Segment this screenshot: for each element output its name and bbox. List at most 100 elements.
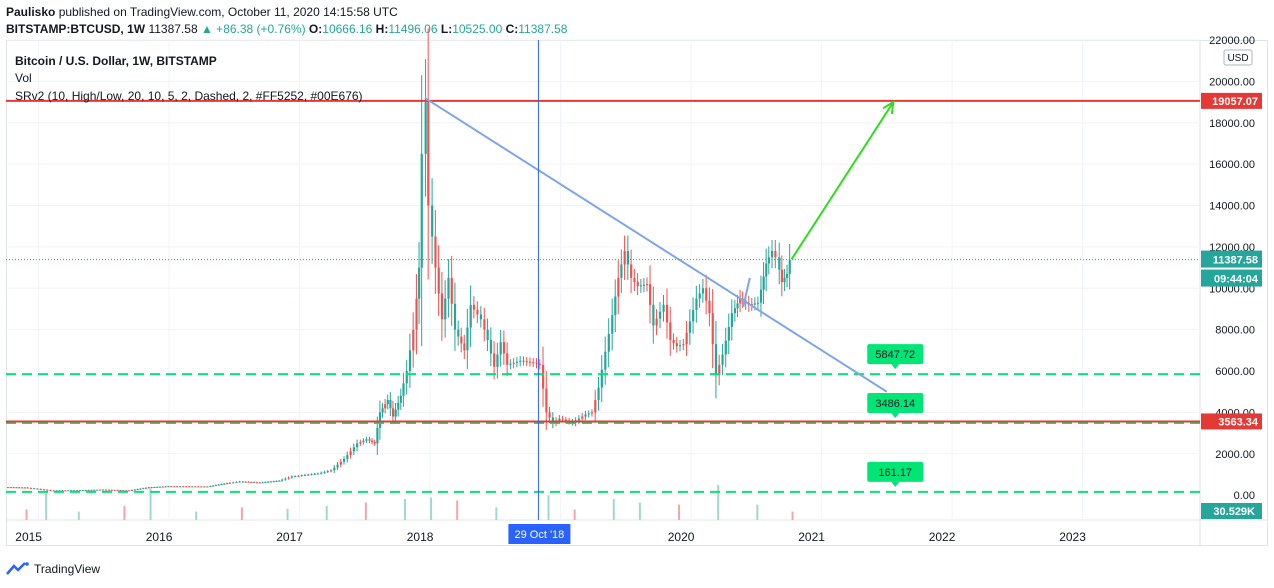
- indicator-legend[interactable]: SRv2 (10, High/Low, 20, 10, 5, 2, Dashed…: [15, 89, 363, 103]
- candle-body: [147, 487, 150, 489]
- volume-bar: [430, 497, 433, 520]
- candle-body: [316, 473, 320, 475]
- y-tick-label: 0.00: [1234, 490, 1255, 502]
- support-level-label: 3486.14: [875, 398, 915, 410]
- candle-body: [139, 488, 142, 490]
- candle-body: [506, 353, 509, 365]
- candle-body: [519, 360, 522, 362]
- candle-body: [466, 327, 469, 351]
- candle-body: [20, 487, 24, 489]
- low-label: L:: [440, 22, 453, 36]
- candle-body: [349, 451, 352, 456]
- volume-bar: [756, 504, 759, 520]
- candle-body: [244, 481, 247, 483]
- candle-body: [397, 402, 400, 410]
- author-name[interactable]: Paulisko: [6, 5, 56, 19]
- candle-body: [87, 489, 90, 491]
- candle-body: [538, 363, 541, 365]
- y-tick-label: 6000.00: [1215, 366, 1255, 378]
- support-level-label-pointer: [891, 413, 900, 419]
- candle-body: [675, 343, 678, 347]
- candle-body: [46, 489, 49, 491]
- candle-body: [84, 490, 87, 491]
- volume-bar: [195, 511, 198, 520]
- candle-body: [29, 487, 33, 489]
- candle-body: [93, 489, 96, 491]
- candle-body: [179, 486, 182, 488]
- publish-info: Paulisko published on TradingView.com, O…: [6, 5, 398, 19]
- candle-body: [261, 482, 264, 484]
- x-tick-label: 2017: [276, 530, 303, 544]
- candle-body: [444, 298, 447, 320]
- candle-body: [67, 490, 70, 492]
- candle-body: [460, 336, 463, 344]
- symbol-label: BITSTAMP:BTCUSD, 1W: [6, 22, 146, 36]
- candle-body: [479, 314, 483, 320]
- volume-bar: [495, 507, 498, 520]
- candle-body: [81, 490, 84, 492]
- volume-bar: [404, 499, 406, 520]
- candle-body: [649, 284, 652, 305]
- candle-body: [509, 363, 512, 365]
- candle-body: [391, 408, 395, 417]
- horizontal-level-price-box: [1201, 92, 1262, 109]
- footer-brand[interactable]: TradingView: [6, 562, 100, 576]
- support-level-label-pointer: [891, 481, 900, 487]
- candle-body: [371, 440, 374, 443]
- candle-body: [26, 487, 29, 489]
- candle-body: [232, 482, 235, 484]
- candle-body: [736, 303, 739, 309]
- candle-body: [724, 340, 727, 355]
- candle-body: [223, 483, 226, 485]
- support-level-label: 5847.72: [875, 349, 915, 361]
- volume-legend[interactable]: Vol: [15, 71, 32, 85]
- candle-body: [36, 488, 39, 490]
- volume-bar: [149, 488, 152, 520]
- volume-bar: [456, 500, 459, 520]
- candle-body: [431, 205, 434, 237]
- candle-body: [125, 490, 128, 492]
- candle-body: [450, 277, 453, 304]
- candle-body: [587, 413, 590, 415]
- candle-body: [771, 251, 774, 258]
- last-price: 11387.58: [148, 22, 198, 36]
- volume-bar: [791, 511, 794, 520]
- candle-body: [346, 455, 349, 459]
- candle-body: [542, 364, 545, 389]
- candle-body: [765, 263, 768, 277]
- candle-body: [173, 486, 176, 488]
- candle-body: [99, 489, 102, 491]
- candle-body: [604, 351, 607, 370]
- candle-body: [90, 489, 93, 491]
- candle-body: [486, 329, 489, 340]
- candle-body: [672, 340, 675, 344]
- candle-body: [698, 293, 701, 299]
- candle-body: [532, 362, 535, 364]
- candle-body: [623, 251, 626, 265]
- candle-body: [217, 484, 220, 486]
- candle-body: [512, 362, 515, 364]
- candle-body: [78, 490, 81, 492]
- candle-body: [636, 282, 639, 287]
- candle-body: [7, 487, 10, 489]
- candle-body: [156, 486, 159, 488]
- candle-body: [381, 408, 384, 413]
- trend-line: [424, 97, 888, 393]
- candle-body: [119, 490, 122, 492]
- candle-body: [692, 310, 695, 322]
- x-tick-label: 2021: [798, 530, 825, 544]
- candle-body: [705, 288, 708, 301]
- high-value: 11496.06: [388, 22, 438, 36]
- candle-body: [333, 467, 336, 471]
- candle-body: [652, 304, 655, 326]
- candle-body: [476, 309, 479, 315]
- series-title[interactable]: Bitcoin / U.S. Dollar, 1W, BITSTAMP: [15, 54, 217, 68]
- candle-body: [590, 412, 594, 414]
- volume-bar: [678, 504, 681, 520]
- candle-body: [153, 487, 156, 489]
- crosshair-date-box: [508, 524, 571, 544]
- candle-body: [389, 400, 392, 409]
- candle-body: [783, 277, 786, 283]
- support-level-label: 161.17: [878, 467, 912, 479]
